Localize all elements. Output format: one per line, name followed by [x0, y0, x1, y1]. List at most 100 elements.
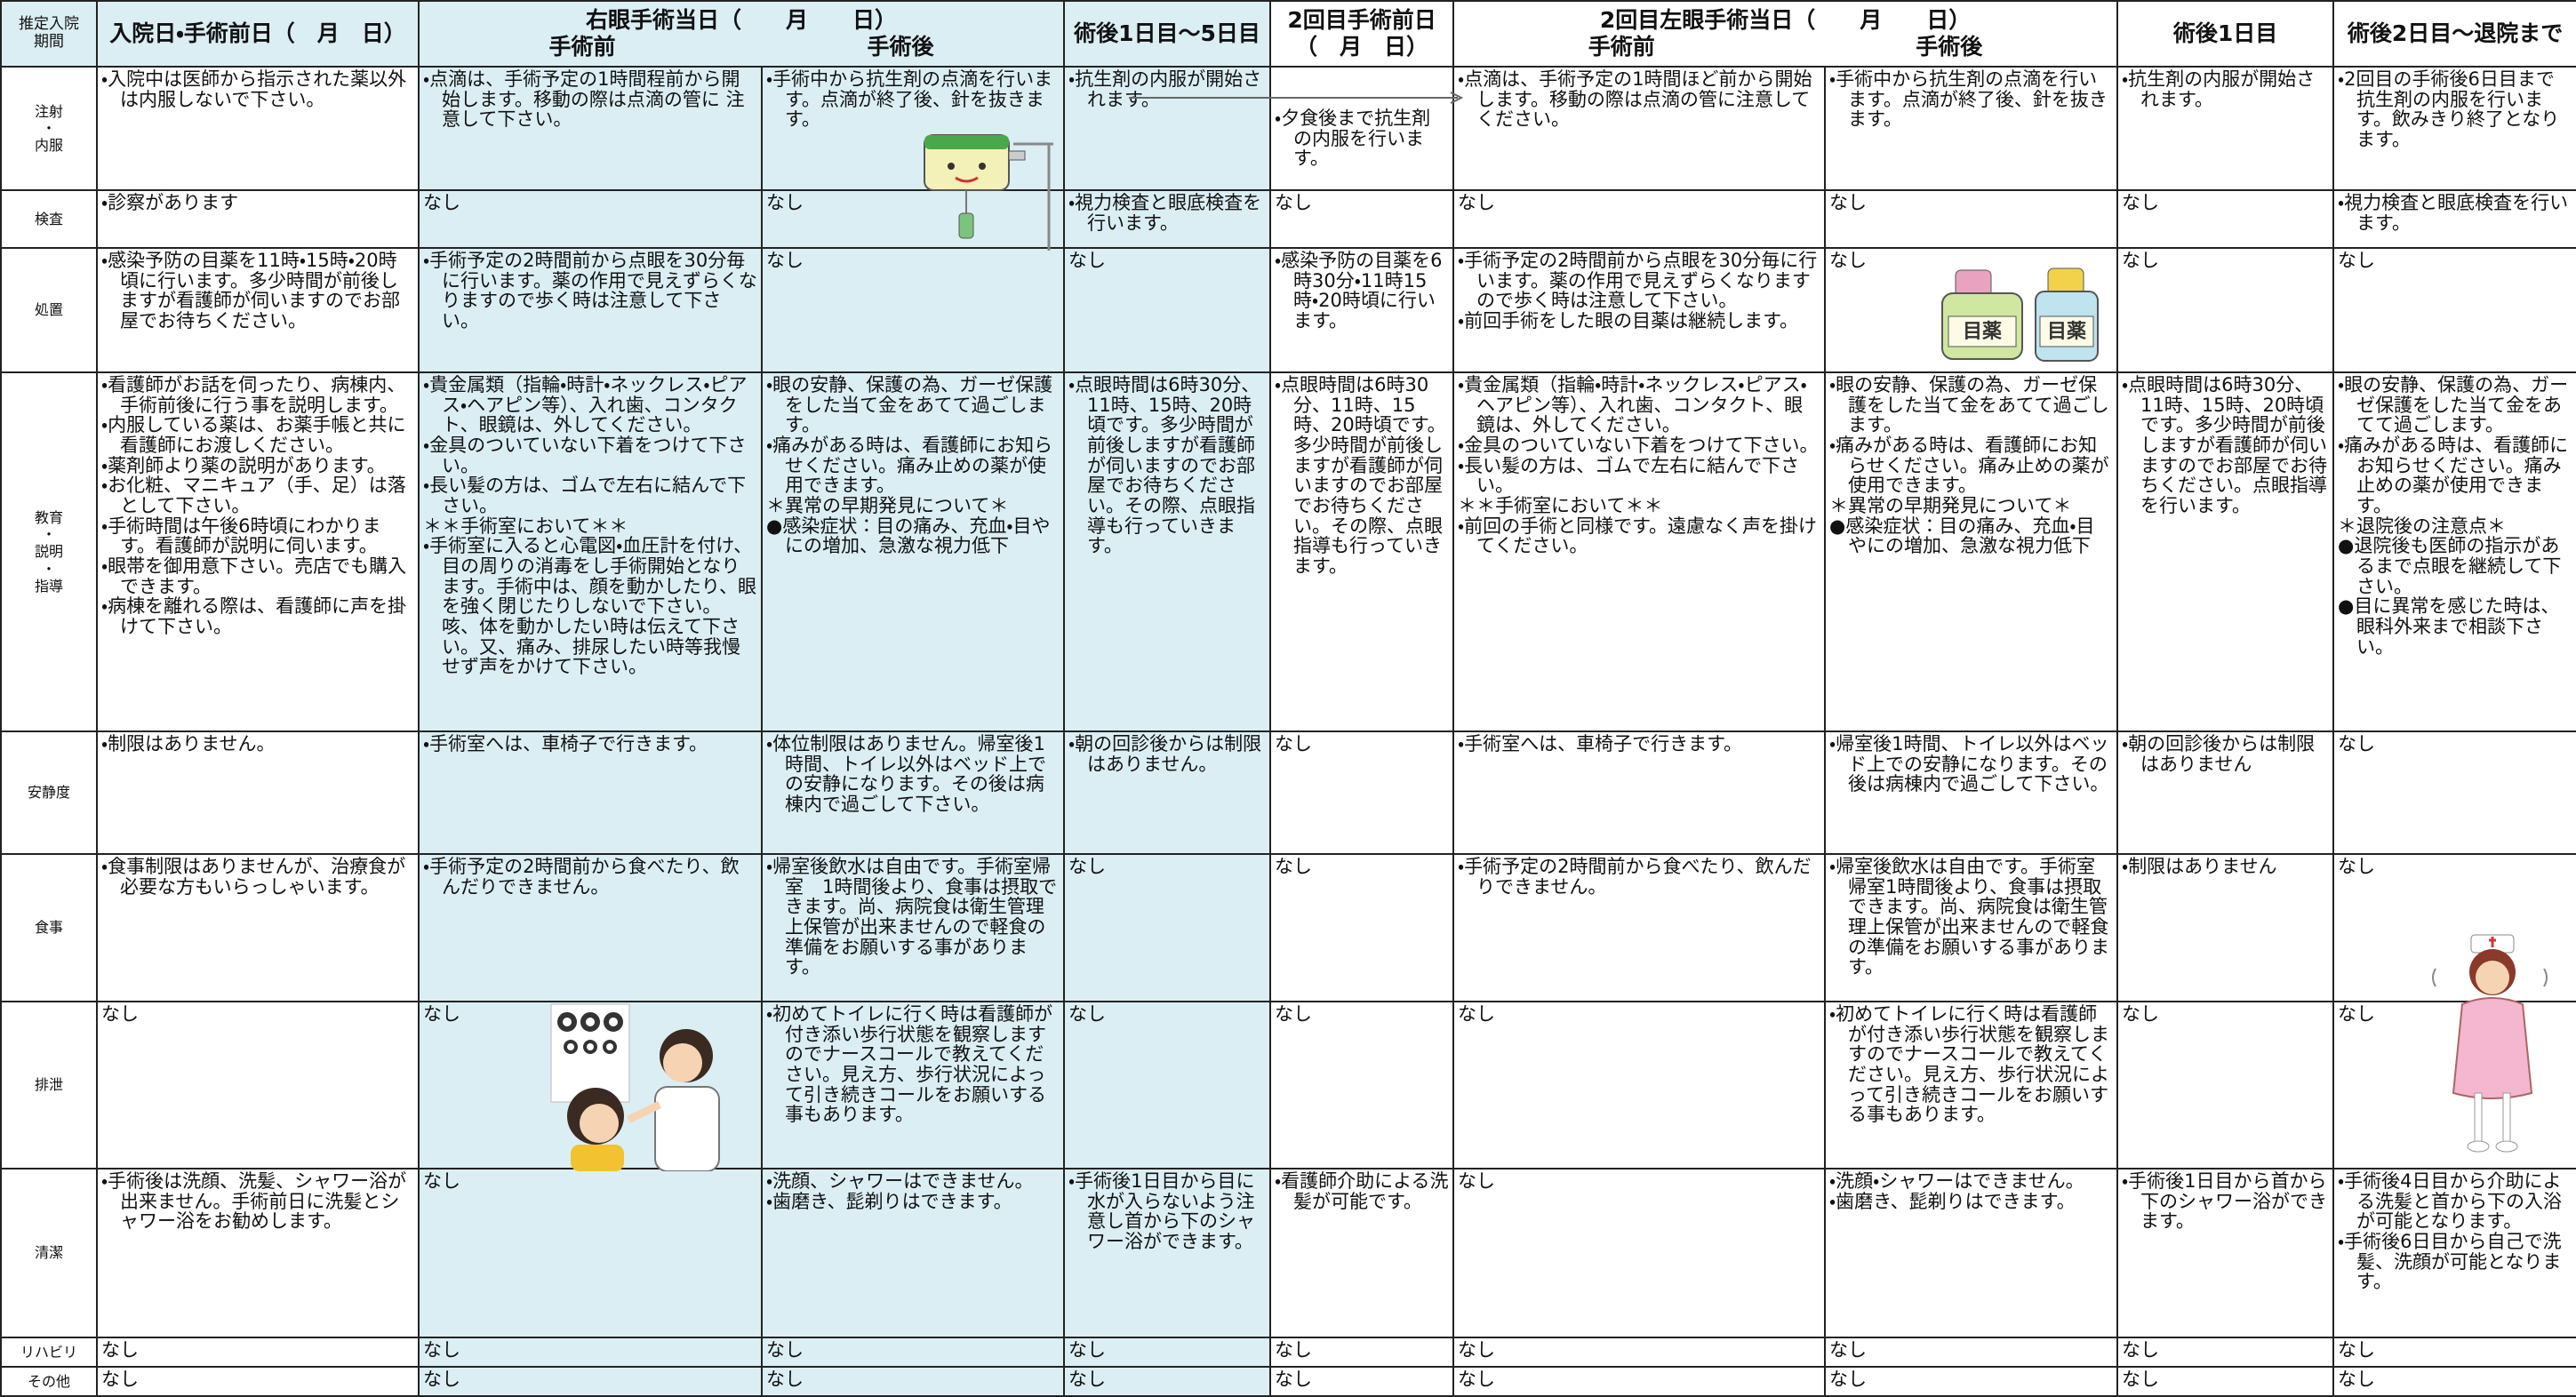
cell-text: ・視力検査と眼底検査を行います。	[1068, 193, 1262, 234]
cell: なし	[2332, 730, 2576, 855]
cell-text: ・前回の手術と同様です。遠慮なく声を掛けてください。	[1458, 515, 1818, 557]
row-label: 教育・説明・指導	[0, 371, 98, 732]
row-label-line: リハビリ	[20, 1343, 77, 1361]
column-header: 術後1日目	[2116, 0, 2335, 68]
cell-text: なし	[1275, 193, 1313, 213]
row-label-box: その他	[3, 1373, 95, 1390]
cell: なし	[1824, 1366, 2119, 1397]
cell-text: なし	[1275, 857, 1313, 877]
cell-content: ・抗生剤の内服が開始されます。	[2122, 69, 2329, 109]
cell: ・眼の安静、保護の為、ガーゼ保護をした当て金をあてて過ごします。 ・痛みがある時は…	[1824, 371, 2119, 732]
cell-content: ・夕食後まで抗生剤の内服を行います。	[1275, 69, 1449, 169]
cell: ・初めてトイレに行く時は看護師が付き添い歩行状態を観察しますのでナースコールで教…	[1824, 1001, 2119, 1169]
cell-text: ・洗顔、シャワーはできません。	[766, 1171, 1034, 1192]
eye-drops-label: 目薬	[2047, 321, 2086, 343]
cell-content: なし	[1458, 1004, 1820, 1025]
cell-content: ・制限はありません。	[101, 734, 414, 754]
cell: なし	[418, 189, 763, 249]
cell-text: ・内服している薬は、お薬手帳と共に看護師にお渡しください。	[101, 414, 406, 457]
cell: なし	[1452, 1168, 1827, 1338]
cell: なし	[760, 189, 1066, 249]
cell-text: なし	[101, 1340, 139, 1361]
cell-text: なし	[2338, 734, 2376, 754]
cell: ・診察があります	[96, 189, 420, 249]
cell: ・抗生剤の内服が開始されます。	[2116, 66, 2335, 191]
cell-text: なし	[1829, 251, 1868, 271]
cell-content: ・手術後は洗顔、洗髪、シャワー浴が出来ません。手術前日に洗髪とシャワー浴をお勧め…	[101, 1171, 414, 1232]
cell: なし	[2332, 1366, 2576, 1397]
row-label-line: 注射	[34, 102, 63, 120]
cell-content: なし	[766, 1369, 1060, 1390]
cell-content: ・看護師がお話を伺ったり、病棟内、手術前後に行う事を説明します。 ・内服している薬…	[101, 375, 414, 637]
cell-content: ・視力検査と眼底検査を行います。	[1068, 193, 1266, 233]
cell-text: なし	[2338, 1004, 2376, 1025]
cell: なし	[1063, 247, 1272, 373]
row: リハビリ なし なし なし なし なし なし なし なし なし	[0, 1337, 2576, 1368]
cell: なし	[2332, 1337, 2576, 1368]
cell-text: ・帰室後飲水は自由です。手術室帰室1時間後より、食事は摂取できます。尚、病院食は…	[1829, 857, 2110, 978]
cell-content: なし	[2338, 857, 2572, 877]
column-header: 術後1日目～5日目	[1063, 0, 1272, 68]
cell-content: なし	[1458, 1369, 1820, 1390]
cell-text: ・手術後6日目から自己で洗髪、洗顔が可能となります。	[2338, 1231, 2562, 1293]
cell-text: ・入院中は医師から指示された薬以外は内服しないで下さい。	[101, 69, 407, 110]
cell: ・食事制限はありませんが、治療食が必要な方もいらっしゃいます。	[96, 853, 420, 1002]
column-title: 2回目左眼手術当日（ 月 日）	[1599, 7, 1972, 33]
cell-content: なし	[766, 193, 1060, 213]
eye-drops-label: 目薬	[1963, 321, 2002, 343]
row-label: その他	[0, 1366, 98, 1397]
cell-content: ・2回目の手術後6日目まで抗生剤の内服を行います。飲みきり終了となります。	[2338, 69, 2572, 150]
cell-content: なし	[2122, 193, 2329, 213]
cell: なし	[2116, 1366, 2335, 1397]
row-label-line: 安静度	[27, 784, 70, 802]
row: 処置 ・感染予防の目薬を11時・15時・20時頃に行います。多少時間が前後しますが…	[0, 247, 2576, 373]
cell: ・手術後1日目から目に水が入らないよう注意し首から下のシャワー浴ができます。	[1063, 1168, 1272, 1338]
cell-content: ・感染予防の目薬を6時30分・11時15時・20時頃に行います。	[1275, 251, 1449, 331]
cell-content: ・手術予定の2時間前から点眼を30分毎に行います。薬の作用で見えずらくなりますの…	[423, 251, 757, 331]
cell-content: なし	[2338, 1004, 2572, 1025]
cell-text: ・2回目の手術後6日目まで抗生剤の内服を行います。飲みきり終了となります。	[2338, 69, 2560, 150]
cell-text: ・手術後1日目から目に水が入らないよう注意し首から下のシャワー浴ができます。	[1068, 1171, 1256, 1252]
cell-text: なし	[1458, 1369, 1496, 1390]
cell: なし	[1269, 853, 1455, 1002]
cell-text: ・体位制限はありません。帰室後1時間、トイレ以外はベッド上での安静になります。そ…	[766, 734, 1046, 815]
row-label: 食事	[0, 853, 98, 1002]
column-header: 2回目手術前日（ 月 日）	[1269, 0, 1455, 68]
row: 安静度 ・制限はありません。 ・手術室へは、車椅子で行きます。 ・体位制限はありません…	[0, 730, 2576, 855]
cell-text: ●退院後も医師の指示があるまで点眼を継続して下さい。	[2338, 535, 2562, 597]
column-title: 2回目手術前日	[1287, 7, 1436, 33]
cell-text: なし	[2338, 857, 2376, 877]
cell: ・2回目の手術後6日目まで抗生剤の内服を行います。飲みきり終了となります。	[2332, 66, 2576, 191]
cell-text: ・貴金属類（指輪・時計・ネックレス・ピアス・ヘアピン等）、入れ歯、コンタクト、眼…	[423, 375, 748, 436]
cell-content: なし	[101, 1004, 414, 1025]
sub-header: 手術後	[867, 34, 934, 60]
cell: ・手術予定の2時間前から点眼を30分毎に行います。薬の作用で見えずらくなりますの…	[1452, 247, 1827, 373]
cell-text: ・長い髪の方は、ゴムで左右に結んで下さい。	[1458, 454, 1800, 497]
cell: ・夕食後まで抗生剤の内服を行います。	[1269, 66, 1455, 191]
cell-content: ・食事制限はありませんが、治療食が必要な方もいらっしゃいます。	[101, 857, 414, 897]
cell-text: なし	[1068, 1340, 1107, 1361]
cell-content: ・洗顔、シャワーはできません。 ・歯磨き、髭剃りはできます。	[766, 1171, 1060, 1211]
cell-text: ・食事制限はありませんが、治療食が必要な方もいらっしゃいます。	[101, 857, 406, 898]
cell-content: ・手術予定の2時間前から点眼を30分毎に行います。薬の作用で見えずらくなりますの…	[1458, 251, 1820, 331]
cell-content: なし	[1275, 193, 1449, 213]
cell: なし	[1063, 1366, 1272, 1397]
sub-headers: 手術前 手術後	[423, 34, 1060, 60]
cell-text: なし	[766, 1369, 804, 1390]
cell-content: なし	[766, 1340, 1060, 1361]
cell: なし	[2116, 247, 2335, 373]
cell-content: ・手術後4日目から介助による洗髪と首から下の入浴が可能となります。 ・手術後6日目…	[2338, 1171, 2572, 1292]
cell: ・手術室へは、車椅子で行きます。	[418, 730, 763, 855]
cell-content: なし	[1068, 251, 1266, 271]
row-label-line: 処置	[34, 301, 63, 319]
cell-content: なし	[2122, 1340, 2329, 1361]
cell-text: ・感染予防の目薬を11時・15時・20時頃に行います。多少時間が前後しますが看護…	[101, 251, 400, 331]
cell: なし	[1063, 1001, 1272, 1169]
cell: ・手術中から抗生剤の点滴を行います。点滴が終了後、針を抜きます。	[760, 66, 1066, 191]
cell-content: ・看護師介助による洗髪が可能です。	[1275, 1171, 1449, 1211]
cell: ・点眼時間は6時30分、11時、15時、20時頃です。多少時間が前後しますが看護…	[2116, 371, 2335, 732]
cell-content: なし	[423, 1340, 757, 1361]
cell-text: なし	[2122, 1004, 2160, 1025]
cell-text: なし	[423, 1171, 460, 1192]
row-label-box: 清潔	[3, 1244, 95, 1261]
